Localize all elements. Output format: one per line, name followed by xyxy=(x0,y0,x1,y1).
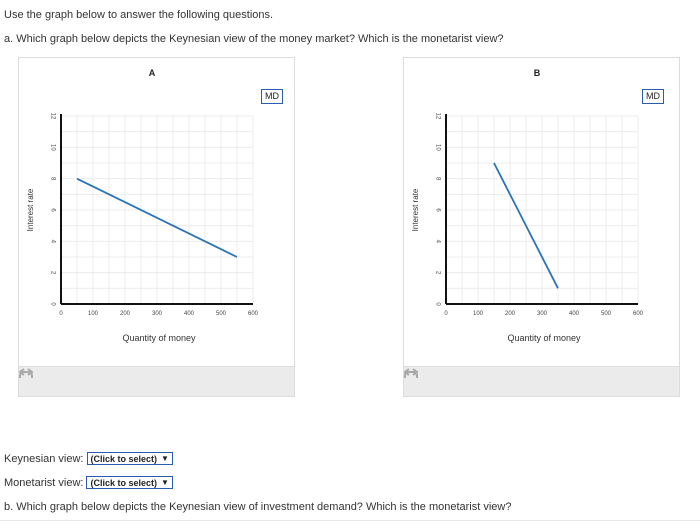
question-a-text: a. Which graph below depicts the Keynesi… xyxy=(4,33,504,45)
graph-toolbar-b xyxy=(404,366,679,396)
monetarist-select[interactable]: (Click to select) ▼ xyxy=(86,476,173,489)
y-tick-label: 12 xyxy=(434,113,440,120)
y-tick-label: 10 xyxy=(434,144,440,151)
y-tick-label: 8 xyxy=(434,177,440,181)
y-tick-label: 2 xyxy=(49,271,55,275)
redo-icon[interactable] xyxy=(404,367,418,379)
keynesian-select-value: (Click to select) xyxy=(90,453,158,464)
x-tick-label: 100 xyxy=(473,311,484,317)
x-tick-label: 0 xyxy=(444,311,448,317)
graph-toolbar-a xyxy=(19,366,294,396)
x-tick-label: 200 xyxy=(120,311,131,317)
y-tick-label: 6 xyxy=(49,208,55,212)
x-tick-label: 100 xyxy=(88,311,99,317)
md-curve-line xyxy=(76,177,238,258)
graph-panel-a: 0 100 200 300 400 500 600 0 2 4 6 8 10 12 A Quantity of… xyxy=(18,57,295,397)
y-tick-label: 10 xyxy=(49,144,55,151)
x-axis-label: Quantity of money xyxy=(507,333,581,343)
monetarist-label: Monetarist view: xyxy=(4,476,84,489)
x-tick-label: 0 xyxy=(59,311,63,317)
chevron-down-icon: ▼ xyxy=(161,478,169,487)
redo-icon[interactable] xyxy=(19,367,33,379)
y-tick-label: 4 xyxy=(49,240,55,244)
chart-title: B xyxy=(534,68,541,78)
chart-a[interactable]: 0 100 200 300 400 500 600 0 2 4 6 8 10 12 A Quantity of… xyxy=(19,58,296,368)
x-tick-label: 300 xyxy=(152,311,163,317)
y-tick-label: 6 xyxy=(434,208,440,212)
y-tick-label: 4 xyxy=(434,240,440,244)
x-axis-label: Quantity of money xyxy=(122,333,196,343)
x-tick-label: 200 xyxy=(505,311,516,317)
keynesian-label: Keynesian view: xyxy=(4,452,84,465)
y-tick-label: 0 xyxy=(434,302,440,306)
keynesian-answer-row: Keynesian view: (Click to select) ▼ xyxy=(4,452,173,465)
chart-title: A xyxy=(149,68,156,78)
x-tick-label: 400 xyxy=(184,311,195,317)
keynesian-select[interactable]: (Click to select) ▼ xyxy=(86,452,173,465)
chevron-down-icon: ▼ xyxy=(161,454,169,463)
y-tick-label: 8 xyxy=(49,177,55,181)
monetarist-answer-row: Monetarist view: (Click to select) ▼ xyxy=(4,476,173,489)
monetarist-select-value: (Click to select) xyxy=(90,477,158,488)
chart-b[interactable]: 0 100 200 300 400 500 600 0 2 4 6 8 10 12 B Quantity of… xyxy=(404,58,681,368)
divider xyxy=(0,520,700,521)
y-tick-label: 2 xyxy=(434,271,440,275)
x-tick-label: 500 xyxy=(601,311,612,317)
instructions-text: Use the graph below to answer the follow… xyxy=(4,9,274,21)
y-axis-label: Interest rate xyxy=(26,188,35,231)
md-curve-button-b[interactable]: MD xyxy=(642,89,664,104)
y-tick-label: 0 xyxy=(49,302,55,306)
md-curve-button-a[interactable]: MD xyxy=(261,89,283,104)
question-b-text: b. Which graph below depicts the Keynesi… xyxy=(4,501,512,513)
y-axis-label: Interest rate xyxy=(411,188,420,231)
x-tick-label: 600 xyxy=(248,311,259,317)
y-tick-label: 12 xyxy=(49,113,55,120)
graph-panel-b: 0 100 200 300 400 500 600 0 2 4 6 8 10 12 B Quantity of… xyxy=(403,57,680,397)
md-curve-line xyxy=(493,162,559,289)
x-tick-label: 600 xyxy=(633,311,644,317)
x-tick-label: 400 xyxy=(569,311,580,317)
x-tick-label: 500 xyxy=(216,311,227,317)
x-tick-label: 300 xyxy=(537,311,548,317)
